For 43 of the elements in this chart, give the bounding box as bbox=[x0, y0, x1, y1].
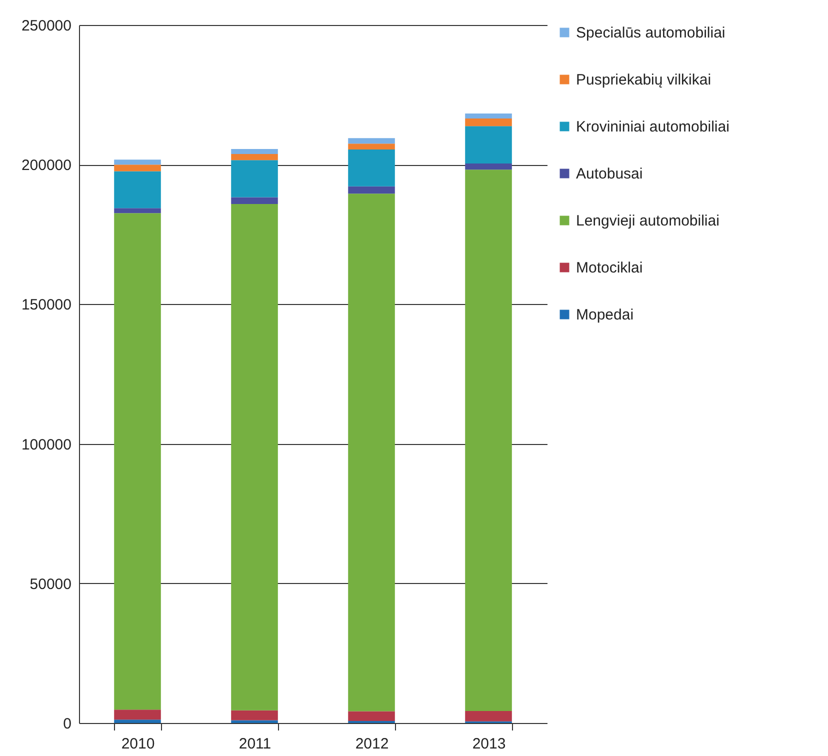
legend-label: Krovininiai automobiliai bbox=[576, 118, 730, 136]
legend-label: Specialūs automobiliai bbox=[576, 24, 726, 42]
bar bbox=[114, 720, 161, 723]
bar bbox=[348, 711, 395, 722]
bar bbox=[348, 194, 395, 712]
bar bbox=[465, 710, 512, 722]
bar bbox=[114, 208, 161, 214]
bar bbox=[465, 114, 512, 119]
bar bbox=[465, 126, 512, 164]
legend-label: Motociklai bbox=[576, 260, 643, 276]
bar bbox=[231, 160, 278, 198]
x-tick-label: 2010 bbox=[121, 736, 155, 752]
legend-label: Puspriekabių vilkikai bbox=[576, 72, 712, 88]
bar bbox=[231, 154, 278, 160]
y-tick-label: 150000 bbox=[21, 296, 72, 314]
x-tick-label: 2012 bbox=[355, 736, 389, 752]
legend-label: Mopedai bbox=[576, 306, 634, 324]
y-tick-label: 0 bbox=[63, 716, 72, 732]
bar bbox=[348, 150, 395, 186]
y-tick-label: 100000 bbox=[21, 436, 72, 454]
bar bbox=[114, 710, 161, 720]
bar bbox=[231, 197, 278, 204]
bar bbox=[114, 213, 161, 710]
bar bbox=[465, 163, 512, 170]
y-tick-label: 200000 bbox=[21, 157, 72, 174]
y-tick-label: 250000 bbox=[21, 18, 72, 34]
bar bbox=[348, 144, 395, 150]
x-tick-label: 2011 bbox=[238, 736, 272, 752]
bar bbox=[348, 186, 395, 194]
legend-label: Lengvieji automobiliai bbox=[576, 212, 720, 230]
bar bbox=[231, 720, 278, 723]
bar bbox=[465, 170, 512, 711]
bar bbox=[465, 118, 512, 126]
bar bbox=[348, 138, 395, 144]
y-tick-label: 50000 bbox=[30, 576, 72, 593]
bar bbox=[231, 204, 278, 710]
bar bbox=[114, 160, 161, 165]
x-tick-label: 2013 bbox=[472, 736, 506, 752]
bar bbox=[114, 164, 161, 172]
bar bbox=[231, 710, 278, 720]
bar bbox=[114, 171, 161, 208]
bar bbox=[231, 148, 278, 154]
legend-label: Autobusai bbox=[576, 166, 643, 182]
